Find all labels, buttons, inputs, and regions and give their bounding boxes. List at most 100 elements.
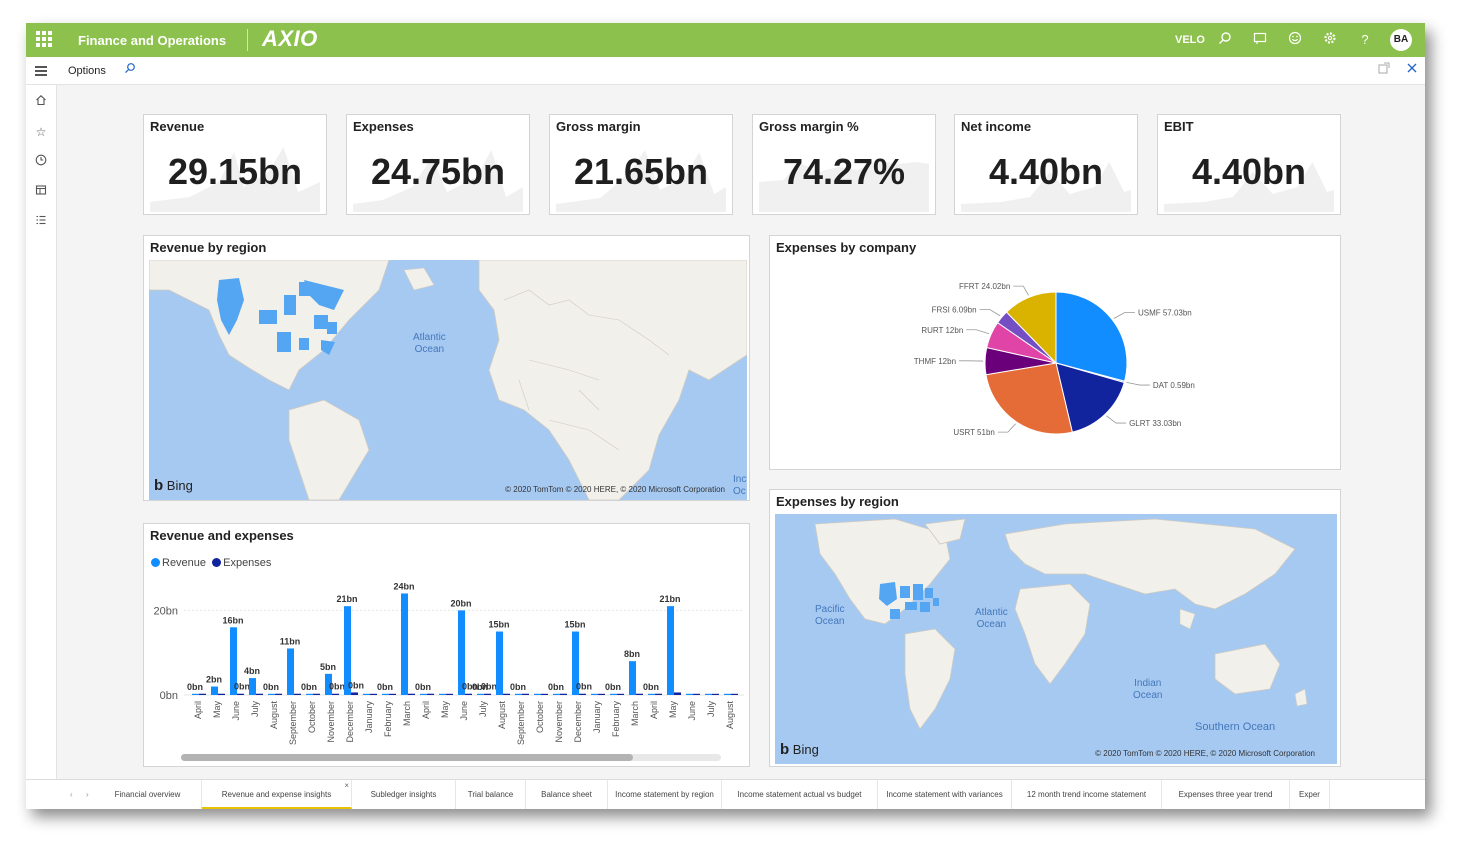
revenue-bar[interactable] bbox=[667, 606, 674, 695]
expenses-bar[interactable] bbox=[712, 693, 719, 695]
workspaces-icon[interactable] bbox=[33, 184, 49, 200]
report-tab[interactable]: Balance sheet bbox=[526, 780, 608, 809]
expenses-bar[interactable] bbox=[560, 693, 567, 695]
revenue-and-expenses-card[interactable]: Revenue and expenses Revenue Expenses 0b… bbox=[143, 523, 750, 767]
revenue-bar[interactable] bbox=[610, 693, 617, 695]
revenue-bar[interactable] bbox=[724, 693, 731, 695]
hamburger-menu-icon[interactable] bbox=[35, 66, 47, 76]
pie-slice[interactable] bbox=[985, 362, 1073, 435]
pie-slice[interactable] bbox=[1055, 362, 1125, 433]
revenue-bar[interactable] bbox=[401, 593, 408, 695]
expenses-bar[interactable] bbox=[199, 693, 206, 695]
expenses-bar[interactable] bbox=[579, 693, 586, 695]
revenue-bar[interactable] bbox=[591, 693, 598, 695]
chart-scrollbar-thumb[interactable] bbox=[181, 754, 633, 761]
revenue-bar[interactable] bbox=[268, 693, 275, 695]
expenses-bar[interactable] bbox=[465, 693, 472, 695]
expenses-bar[interactable] bbox=[427, 693, 434, 695]
pie-slice[interactable] bbox=[1005, 291, 1057, 365]
tab-next-icon[interactable]: › bbox=[86, 790, 89, 799]
revenue-bar[interactable] bbox=[325, 673, 332, 695]
tab-close-icon[interactable]: × bbox=[344, 781, 349, 790]
expenses-by-company-card[interactable]: Expenses by company USMF 57.03bn DAT 0.59… bbox=[769, 235, 1341, 470]
expenses-bar[interactable] bbox=[256, 693, 263, 695]
kpi-card-gross-margin-pct[interactable]: Gross margin % 74.27% bbox=[752, 114, 936, 215]
expenses-bar[interactable] bbox=[503, 693, 510, 695]
kpi-card-net-income[interactable]: Net income 4.40bn bbox=[954, 114, 1138, 215]
revenue-map[interactable]: Atlantic Ocean Inc Oc b Bing © 2020 TomTom… bbox=[149, 260, 747, 500]
expenses-by-region-card[interactable]: Expenses by region bbox=[769, 489, 1341, 767]
revenue-bar[interactable] bbox=[287, 648, 294, 695]
recent-icon[interactable] bbox=[33, 154, 49, 170]
expenses-bar[interactable] bbox=[598, 693, 605, 695]
help-icon[interactable]: ? bbox=[1361, 32, 1369, 47]
expenses-bar[interactable] bbox=[294, 693, 301, 695]
revenue-bar[interactable] bbox=[534, 693, 541, 695]
revenue-bar[interactable] bbox=[515, 693, 522, 695]
close-icon[interactable] bbox=[1406, 62, 1418, 77]
kpi-card-revenue[interactable]: Revenue 29.15bn bbox=[143, 114, 327, 215]
chart-scrollbar[interactable] bbox=[181, 754, 721, 761]
search-icon[interactable] bbox=[1216, 31, 1234, 49]
popout-icon[interactable] bbox=[1378, 62, 1390, 77]
action-search-icon[interactable] bbox=[124, 62, 136, 77]
revenue-bar[interactable] bbox=[458, 610, 465, 695]
revenue-bar[interactable] bbox=[363, 693, 370, 695]
expenses-bar[interactable] bbox=[674, 692, 681, 695]
expenses-bar[interactable] bbox=[541, 693, 548, 695]
revenue-bar[interactable] bbox=[572, 631, 579, 695]
report-tab[interactable]: Exper bbox=[1290, 780, 1330, 809]
app-name[interactable]: Finance and Operations bbox=[78, 33, 227, 48]
company-picker[interactable]: VELO bbox=[1175, 34, 1205, 46]
expenses-bar[interactable] bbox=[522, 693, 529, 695]
revenue-bar[interactable] bbox=[306, 693, 313, 695]
options-button[interactable]: Options bbox=[68, 65, 106, 77]
expenses-bar[interactable] bbox=[218, 693, 225, 695]
message-icon[interactable] bbox=[1251, 31, 1269, 49]
revenue-bar[interactable] bbox=[420, 693, 427, 695]
tab-prev-icon[interactable]: ‹ bbox=[70, 790, 73, 799]
report-tab[interactable]: Subledger insights bbox=[352, 780, 456, 809]
expenses-bar[interactable] bbox=[237, 693, 244, 695]
expenses-bar[interactable] bbox=[370, 693, 377, 695]
kpi-card-expenses[interactable]: Expenses 24.75bn bbox=[346, 114, 530, 215]
pie-slice[interactable] bbox=[1055, 291, 1128, 382]
revenue-bar[interactable] bbox=[648, 693, 655, 695]
revenue-bar[interactable] bbox=[249, 678, 256, 695]
report-tab[interactable]: Trial balance bbox=[456, 780, 526, 809]
expenses-bar[interactable] bbox=[332, 693, 339, 695]
favorites-icon[interactable]: ☆ bbox=[35, 125, 47, 139]
revenue-bar[interactable] bbox=[192, 693, 199, 695]
report-tab[interactable]: Income statement with variances bbox=[878, 780, 1012, 809]
expenses-bar[interactable] bbox=[731, 693, 738, 695]
expenses-bar[interactable] bbox=[389, 693, 396, 695]
report-tab[interactable]: Revenue and expense insights × bbox=[202, 780, 352, 809]
revenue-bar[interactable] bbox=[705, 693, 712, 695]
kpi-card-gross-margin[interactable]: Gross margin 21.65bn bbox=[549, 114, 733, 215]
avatar[interactable]: BA bbox=[1390, 29, 1412, 51]
report-tab[interactable]: Income statement by region bbox=[608, 780, 722, 809]
revenue-expenses-bar-chart[interactable]: 0bn20bn0bnApril2bnMay16bn0bnJune4bnJuly0… bbox=[144, 524, 749, 766]
expenses-bar[interactable] bbox=[617, 693, 624, 695]
expenses-bar[interactable] bbox=[313, 693, 320, 695]
expenses-bar[interactable] bbox=[484, 693, 491, 695]
modules-icon[interactable] bbox=[33, 214, 49, 230]
revenue-bar[interactable] bbox=[211, 686, 218, 695]
gear-icon[interactable] bbox=[1321, 31, 1339, 49]
revenue-bar[interactable] bbox=[629, 661, 636, 695]
report-tab[interactable]: 12 month trend income statement bbox=[1012, 780, 1162, 809]
revenue-bar[interactable] bbox=[439, 693, 446, 695]
expenses-map[interactable]: Pacific Ocean Atlantic Ocean Indian Ocean S… bbox=[775, 514, 1337, 764]
revenue-bar[interactable] bbox=[477, 693, 484, 695]
expenses-bar[interactable] bbox=[655, 693, 662, 695]
smiley-icon[interactable] bbox=[1286, 31, 1304, 49]
expenses-bar[interactable] bbox=[351, 692, 358, 695]
report-tab[interactable]: Financial overview bbox=[94, 780, 202, 809]
expenses-bar[interactable] bbox=[693, 693, 700, 695]
app-launcher-icon[interactable] bbox=[36, 31, 52, 47]
revenue-bar[interactable] bbox=[344, 606, 351, 695]
revenue-bar[interactable] bbox=[686, 693, 693, 695]
home-icon[interactable] bbox=[33, 94, 49, 110]
expenses-pie-chart[interactable]: USMF 57.03bn DAT 0.59bn GLRT 33.03bn USRT 5… bbox=[770, 236, 1340, 469]
kpi-card-ebit[interactable]: EBIT 4.40bn bbox=[1157, 114, 1341, 215]
